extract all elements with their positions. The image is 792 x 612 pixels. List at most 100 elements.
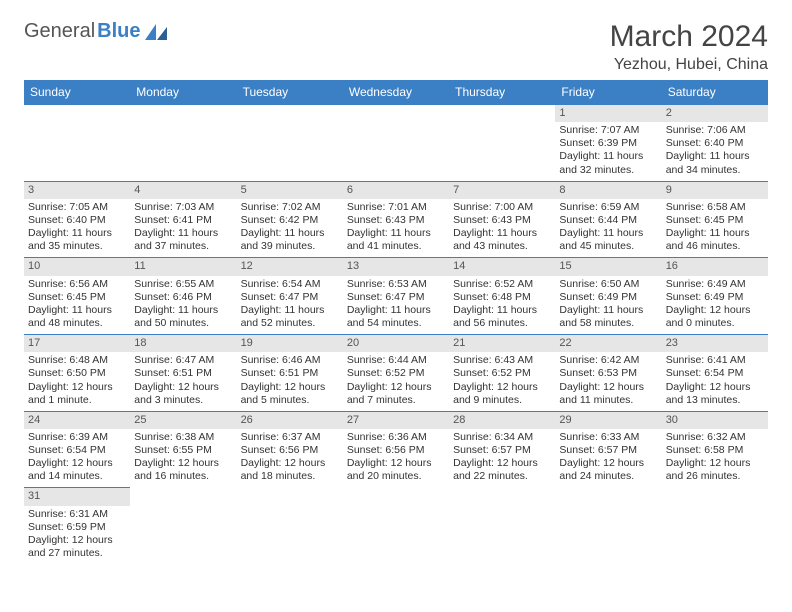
day-number: 12 — [237, 258, 343, 275]
empty-cell — [449, 105, 555, 122]
day-number: 2 — [662, 105, 768, 122]
day-details: Sunrise: 6:34 AMSunset: 6:57 PMDaylight:… — [449, 429, 555, 488]
calendar-table: SundayMondayTuesdayWednesdayThursdayFrid… — [24, 80, 768, 564]
calendar-body: 1Sunrise: 7:07 AMSunset: 6:39 PMDaylight… — [24, 105, 768, 565]
calendar-cell: 30Sunrise: 6:32 AMSunset: 6:58 PMDayligh… — [662, 411, 768, 488]
day-number: 15 — [555, 258, 661, 275]
day-details: Sunrise: 6:50 AMSunset: 6:49 PMDaylight:… — [555, 276, 661, 335]
day-number: 16 — [662, 258, 768, 275]
sunrise-line: Sunrise: 6:50 AM — [559, 278, 657, 291]
daylight-line: Daylight: 11 hours and 56 minutes. — [453, 304, 551, 330]
day-number: 30 — [662, 412, 768, 429]
calendar-cell: 6Sunrise: 7:01 AMSunset: 6:43 PMDaylight… — [343, 181, 449, 258]
calendar-cell: 28Sunrise: 6:34 AMSunset: 6:57 PMDayligh… — [449, 411, 555, 488]
daylight-line: Daylight: 11 hours and 34 minutes. — [666, 150, 764, 176]
day-number: 29 — [555, 412, 661, 429]
calendar-cell: 2Sunrise: 7:06 AMSunset: 6:40 PMDaylight… — [662, 105, 768, 182]
day-number: 8 — [555, 182, 661, 199]
sunset-line: Sunset: 6:58 PM — [666, 444, 764, 457]
daylight-line: Daylight: 11 hours and 35 minutes. — [28, 227, 126, 253]
sunrise-line: Sunrise: 6:43 AM — [453, 354, 551, 367]
empty-cell — [130, 105, 236, 122]
calendar-cell: 16Sunrise: 6:49 AMSunset: 6:49 PMDayligh… — [662, 258, 768, 335]
calendar-cell: 21Sunrise: 6:43 AMSunset: 6:52 PMDayligh… — [449, 335, 555, 412]
location-subtitle: Yezhou, Hubei, China — [610, 56, 768, 74]
sunrise-line: Sunrise: 6:52 AM — [453, 278, 551, 291]
empty-cell — [343, 105, 449, 122]
calendar-row: 31Sunrise: 6:31 AMSunset: 6:59 PMDayligh… — [24, 488, 768, 564]
daylight-line: Daylight: 12 hours and 13 minutes. — [666, 381, 764, 407]
day-number: 3 — [24, 182, 130, 199]
calendar-cell: 19Sunrise: 6:46 AMSunset: 6:51 PMDayligh… — [237, 335, 343, 412]
calendar-cell: 26Sunrise: 6:37 AMSunset: 6:56 PMDayligh… — [237, 411, 343, 488]
sunset-line: Sunset: 6:53 PM — [559, 367, 657, 380]
sunset-line: Sunset: 6:47 PM — [347, 291, 445, 304]
calendar-cell: 12Sunrise: 6:54 AMSunset: 6:47 PMDayligh… — [237, 258, 343, 335]
day-number: 13 — [343, 258, 449, 275]
day-number: 22 — [555, 335, 661, 352]
day-number: 23 — [662, 335, 768, 352]
sunrise-line: Sunrise: 6:34 AM — [453, 431, 551, 444]
sunset-line: Sunset: 6:49 PM — [666, 291, 764, 304]
sunset-line: Sunset: 6:59 PM — [28, 521, 126, 534]
day-details: Sunrise: 6:55 AMSunset: 6:46 PMDaylight:… — [130, 276, 236, 335]
sunrise-line: Sunrise: 6:41 AM — [666, 354, 764, 367]
calendar-cell: 25Sunrise: 6:38 AMSunset: 6:55 PMDayligh… — [130, 411, 236, 488]
daylight-line: Daylight: 11 hours and 52 minutes. — [241, 304, 339, 330]
sunset-line: Sunset: 6:51 PM — [241, 367, 339, 380]
sunrise-line: Sunrise: 6:37 AM — [241, 431, 339, 444]
calendar-row: 24Sunrise: 6:39 AMSunset: 6:54 PMDayligh… — [24, 411, 768, 488]
sunset-line: Sunset: 6:54 PM — [28, 444, 126, 457]
brand-logo: GeneralBlue — [24, 20, 167, 43]
calendar-cell — [555, 488, 661, 564]
day-number: 20 — [343, 335, 449, 352]
day-number: 9 — [662, 182, 768, 199]
sunrise-line: Sunrise: 7:07 AM — [559, 124, 657, 137]
brand-part2: Blue — [97, 20, 140, 43]
calendar-cell — [343, 105, 449, 182]
sunrise-line: Sunrise: 6:36 AM — [347, 431, 445, 444]
calendar-cell: 5Sunrise: 7:02 AMSunset: 6:42 PMDaylight… — [237, 181, 343, 258]
day-details: Sunrise: 6:52 AMSunset: 6:48 PMDaylight:… — [449, 276, 555, 335]
sunset-line: Sunset: 6:49 PM — [559, 291, 657, 304]
calendar-cell — [24, 105, 130, 182]
sunset-line: Sunset: 6:40 PM — [666, 137, 764, 150]
weekday-header: Thursday — [449, 80, 555, 105]
sunrise-line: Sunrise: 6:31 AM — [28, 508, 126, 521]
calendar-row: 17Sunrise: 6:48 AMSunset: 6:50 PMDayligh… — [24, 335, 768, 412]
daylight-line: Daylight: 11 hours and 46 minutes. — [666, 227, 764, 253]
day-number: 18 — [130, 335, 236, 352]
sunrise-line: Sunrise: 7:03 AM — [134, 201, 232, 214]
calendar-cell — [449, 488, 555, 564]
sunset-line: Sunset: 6:54 PM — [666, 367, 764, 380]
day-details: Sunrise: 6:42 AMSunset: 6:53 PMDaylight:… — [555, 352, 661, 411]
daylight-line: Daylight: 12 hours and 18 minutes. — [241, 457, 339, 483]
sunrise-line: Sunrise: 6:46 AM — [241, 354, 339, 367]
calendar-cell: 22Sunrise: 6:42 AMSunset: 6:53 PMDayligh… — [555, 335, 661, 412]
day-number: 11 — [130, 258, 236, 275]
day-details: Sunrise: 7:05 AMSunset: 6:40 PMDaylight:… — [24, 199, 130, 258]
day-details: Sunrise: 6:43 AMSunset: 6:52 PMDaylight:… — [449, 352, 555, 411]
calendar-cell — [237, 105, 343, 182]
day-details: Sunrise: 6:38 AMSunset: 6:55 PMDaylight:… — [130, 429, 236, 488]
sunrise-line: Sunrise: 6:47 AM — [134, 354, 232, 367]
sunrise-line: Sunrise: 6:42 AM — [559, 354, 657, 367]
sunset-line: Sunset: 6:57 PM — [453, 444, 551, 457]
weekday-header: Saturday — [662, 80, 768, 105]
daylight-line: Daylight: 11 hours and 39 minutes. — [241, 227, 339, 253]
weekday-header: Tuesday — [237, 80, 343, 105]
day-details: Sunrise: 6:37 AMSunset: 6:56 PMDaylight:… — [237, 429, 343, 488]
sunset-line: Sunset: 6:46 PM — [134, 291, 232, 304]
day-details: Sunrise: 7:02 AMSunset: 6:42 PMDaylight:… — [237, 199, 343, 258]
sunset-line: Sunset: 6:43 PM — [453, 214, 551, 227]
day-details: Sunrise: 6:47 AMSunset: 6:51 PMDaylight:… — [130, 352, 236, 411]
day-number: 7 — [449, 182, 555, 199]
calendar-cell — [130, 105, 236, 182]
daylight-line: Daylight: 12 hours and 16 minutes. — [134, 457, 232, 483]
month-title: March 2024 — [610, 20, 768, 54]
day-details: Sunrise: 6:36 AMSunset: 6:56 PMDaylight:… — [343, 429, 449, 488]
calendar-cell: 9Sunrise: 6:58 AMSunset: 6:45 PMDaylight… — [662, 181, 768, 258]
sunrise-line: Sunrise: 6:55 AM — [134, 278, 232, 291]
calendar-cell: 11Sunrise: 6:55 AMSunset: 6:46 PMDayligh… — [130, 258, 236, 335]
sunrise-line: Sunrise: 6:58 AM — [666, 201, 764, 214]
